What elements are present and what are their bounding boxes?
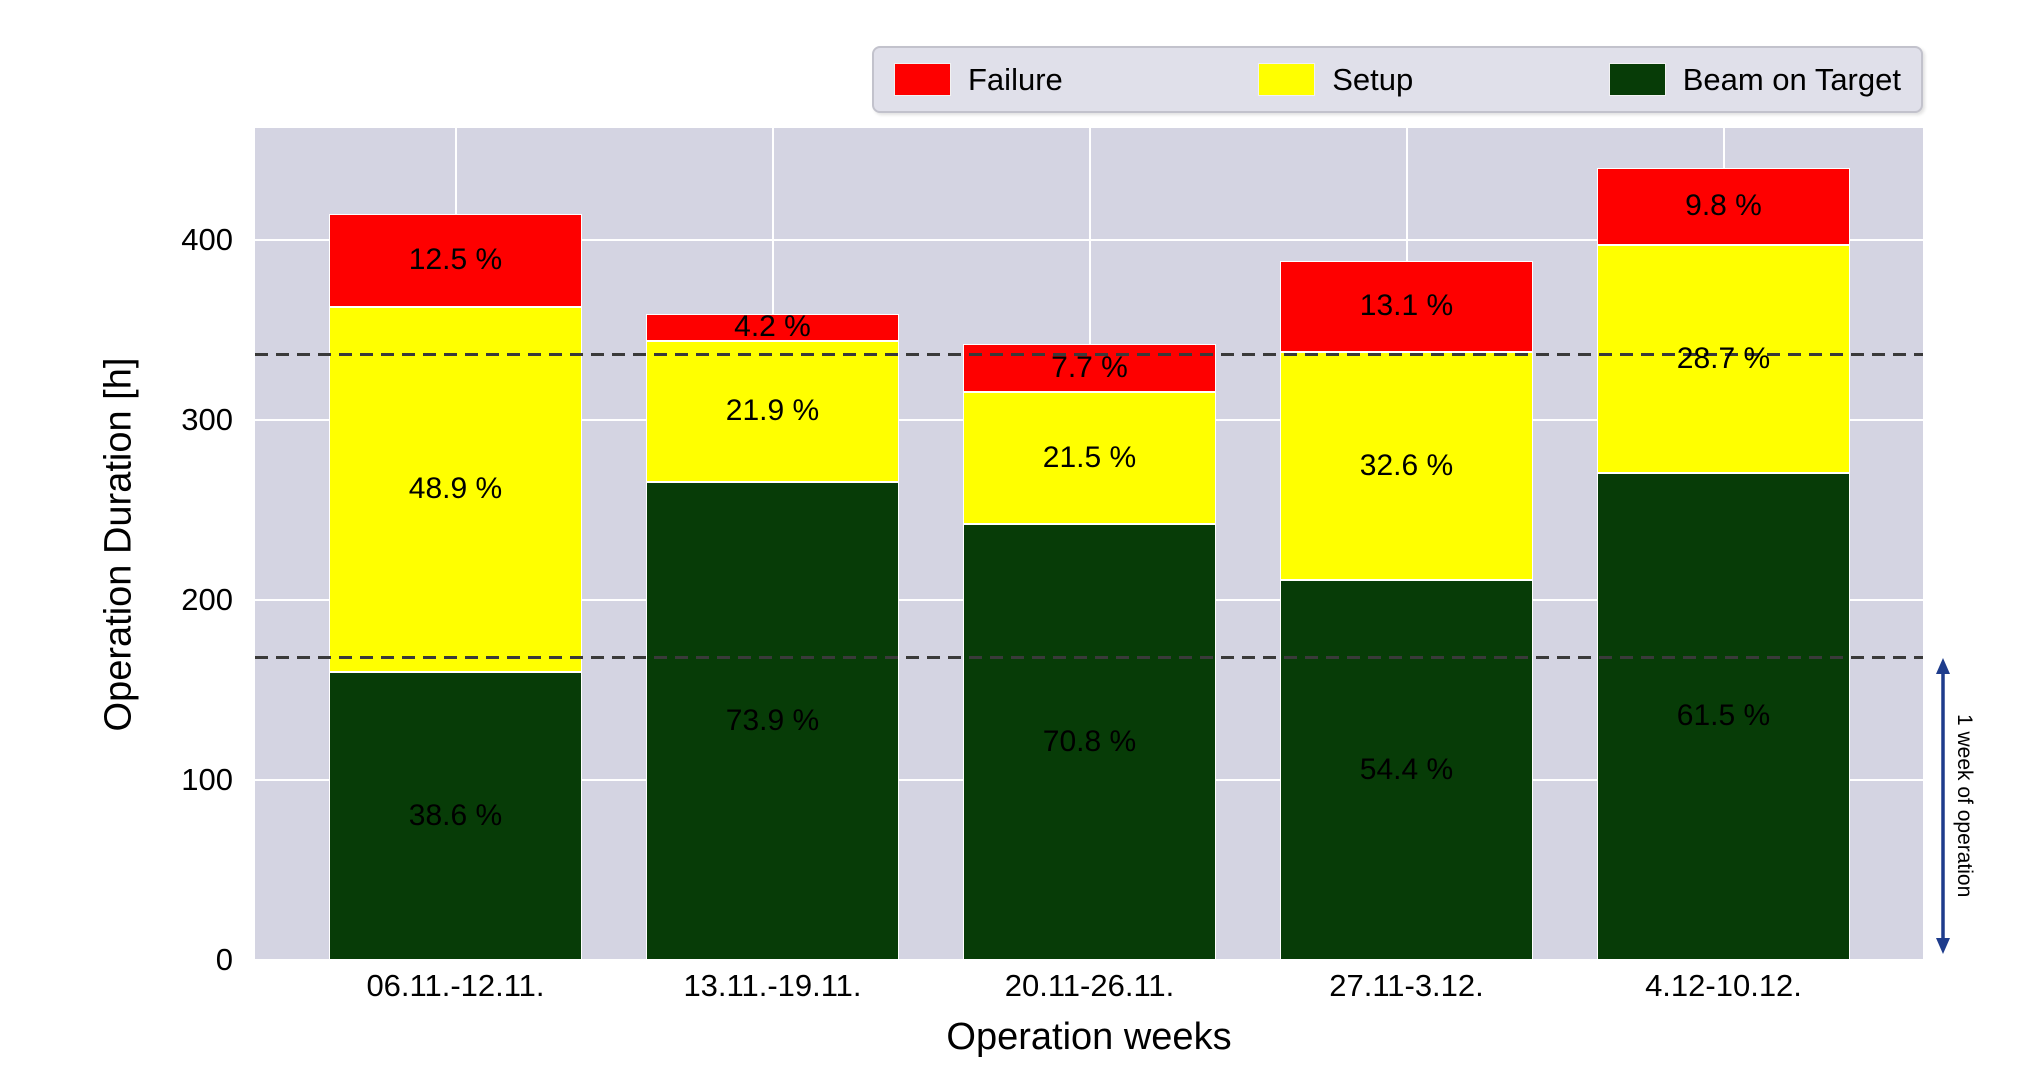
bar-segment-beam-on-target: 73.9 % <box>646 482 899 960</box>
bar-segment-beam-on-target: 70.8 % <box>963 524 1216 960</box>
x-tick-label: 06.11.-12.11. <box>366 968 545 1003</box>
legend-label: Setup <box>1332 61 1414 97</box>
x-tick-label: 13.11.-19.11. <box>683 968 862 1003</box>
x-tick-label: 4.12-10.12. <box>1645 968 1802 1003</box>
bar-segment-failure: 7.7 % <box>963 344 1216 392</box>
y-tick-label: 200 <box>181 581 233 617</box>
y-tick-label: 400 <box>181 221 233 257</box>
bar-percentage-label: 32.6 % <box>1359 448 1454 482</box>
legend-swatch-icon <box>1258 63 1316 96</box>
bar-percentage-label: 21.9 % <box>725 394 820 428</box>
bar-percentage-label: 4.2 % <box>734 310 811 344</box>
bar-percentage-label: 70.8 % <box>1042 725 1137 758</box>
bar-segment-setup: 21.5 % <box>963 391 1216 525</box>
double-arrow-icon <box>1936 658 1950 954</box>
reference-line-336h <box>255 353 1923 357</box>
bar-percentage-label: 13.1 % <box>1359 289 1454 323</box>
bar-segment-failure: 13.1 % <box>1280 260 1533 353</box>
bar-segment-failure: 9.8 % <box>1597 167 1850 246</box>
legend-item-beam-on-target: Beam on Target <box>1608 61 1901 98</box>
gridline-horizontal <box>255 959 1923 961</box>
bar-segment-beam-on-target: 54.4 % <box>1280 579 1533 960</box>
plot-area: 38.6 % 48.9 % 12.5 % 73.9 % 21.9 % 4.2 % 70.8 … <box>255 128 1923 961</box>
bar-percentage-label: 12.5 % <box>408 243 503 277</box>
legend-swatch-icon <box>894 63 951 96</box>
y-tick-label: 300 <box>181 401 233 437</box>
legend-swatch-icon <box>1608 63 1666 96</box>
bar-percentage-label: 21.5 % <box>1042 440 1137 474</box>
bar-segment-failure: 4.2 % <box>646 310 899 344</box>
y-tick-label: 0 <box>215 942 233 977</box>
legend-item-failure: Failure <box>894 62 1063 98</box>
x-tick-label: 20.11-26.11. <box>1004 968 1175 1003</box>
bar-percentage-label: 7.7 % <box>1051 350 1128 384</box>
bar-percentage-label: 9.8 % <box>1685 189 1762 223</box>
bar-percentage-label: 73.9 % <box>725 704 820 738</box>
bar-segment-setup: 21.9 % <box>646 340 899 483</box>
y-axis-title: Operation Duration [h] <box>97 357 140 732</box>
legend-label: Beam on Target <box>1682 61 1901 97</box>
bar-segment-setup: 28.7 % <box>1597 245 1850 473</box>
bar-segment-beam-on-target: 61.5 % <box>1597 472 1850 960</box>
bar-segment-setup: 48.9 % <box>329 306 582 672</box>
bar-segment-beam-on-target: 38.6 % <box>329 671 582 960</box>
legend-item-setup: Setup <box>1258 62 1413 98</box>
y-tick-label: 100 <box>181 761 233 797</box>
bar-segment-failure: 12.5 % <box>329 213 582 307</box>
x-tick-label: 27.11-3.12. <box>1329 968 1484 1003</box>
week-annotation: 1 week of operation <box>1953 714 1976 898</box>
legend-label: Failure <box>968 61 1063 97</box>
reference-line-168h <box>255 655 1923 659</box>
x-axis-title: Operation weeks <box>946 1016 1232 1058</box>
legend: Failure Setup Beam on Target <box>872 46 1923 113</box>
bar-segment-setup: 32.6 % <box>1280 352 1533 580</box>
bar-percentage-label: 48.9 % <box>408 472 503 506</box>
bar-percentage-label: 38.6 % <box>408 798 503 832</box>
bar-percentage-label: 54.4 % <box>1359 752 1454 786</box>
bar-percentage-label: 28.7 % <box>1676 341 1771 375</box>
bar-percentage-label: 61.5 % <box>1676 699 1771 733</box>
